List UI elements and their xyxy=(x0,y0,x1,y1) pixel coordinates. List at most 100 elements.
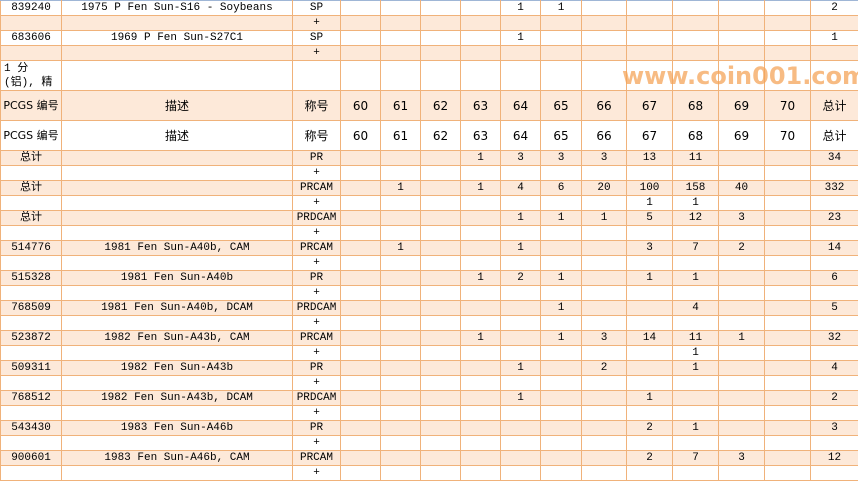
table-row: + xyxy=(0,45,858,61)
cell-grade-64: 1 xyxy=(500,360,541,376)
cell-grade-70 xyxy=(764,225,811,241)
cell-grade-61 xyxy=(380,195,421,211)
cell-pcgs-number: 总计 xyxy=(0,180,62,196)
cell-grade-63 xyxy=(460,60,501,91)
cell-grade-70 xyxy=(764,300,811,316)
cell-grade-66 xyxy=(581,435,627,451)
cell-pcgs-number: 768512 xyxy=(0,390,62,406)
cell-grade-62 xyxy=(420,45,461,61)
cell-grade-66 xyxy=(581,270,627,286)
cell-grade-69 xyxy=(718,420,765,436)
cell-grade-67 xyxy=(626,15,673,31)
cell-grade-61: 1 xyxy=(380,240,421,256)
cell-grade-64 xyxy=(500,345,541,361)
cell-grade-70 xyxy=(764,30,811,46)
cell-grade-68: 11 xyxy=(672,150,719,166)
cell-designation: SP xyxy=(292,0,341,16)
cell-grade-67 xyxy=(626,45,673,61)
cell-grade-67 xyxy=(626,255,673,271)
cell-grade-65 xyxy=(540,15,582,31)
cell-grade-60 xyxy=(340,285,381,301)
cell-designation: PR xyxy=(292,420,341,436)
cell-grade-61 xyxy=(380,405,421,421)
table-row: +1 1 xyxy=(0,195,858,211)
cell-grade-61: 61 xyxy=(380,90,421,121)
cell-grade-64 xyxy=(500,375,541,391)
cell-designation: + xyxy=(292,45,341,61)
cell-grade-61 xyxy=(380,345,421,361)
cell-grade-70 xyxy=(764,360,811,376)
cell-description xyxy=(61,45,293,61)
cell-grade-65 xyxy=(540,165,582,181)
cell-grade-66 xyxy=(581,15,627,31)
cell-grade-68 xyxy=(672,390,719,406)
cell-pcgs-number xyxy=(0,165,62,181)
cell-grade-65 xyxy=(540,60,582,91)
cell-pcgs-number xyxy=(0,285,62,301)
cell-description: 1981 Fen Sun-A40b, CAM xyxy=(61,240,293,256)
cell-designation: PRCAM xyxy=(292,330,341,346)
cell-total xyxy=(810,315,858,331)
cell-grade-63: 63 xyxy=(460,120,501,151)
cell-grade-66: 2 xyxy=(581,360,627,376)
table-row: + xyxy=(0,225,858,241)
cell-grade-65 xyxy=(540,360,582,376)
cell-grade-62 xyxy=(420,210,461,226)
cell-grade-69 xyxy=(718,30,765,46)
cell-designation: PRCAM xyxy=(292,450,341,466)
cell-total xyxy=(810,15,858,31)
cell-grade-69 xyxy=(718,255,765,271)
cell-grade-60 xyxy=(340,300,381,316)
cell-grade-69 xyxy=(718,150,765,166)
cell-grade-68: 4 xyxy=(672,300,719,316)
cell-grade-66: 66 xyxy=(581,120,627,151)
cell-grade-62 xyxy=(420,465,461,481)
cell-total: 2 xyxy=(810,390,858,406)
cell-grade-68 xyxy=(672,435,719,451)
cell-grade-68: 1 xyxy=(672,360,719,376)
cell-grade-64 xyxy=(500,255,541,271)
cell-pcgs-number xyxy=(0,15,62,31)
cell-grade-63: 1 xyxy=(460,270,501,286)
cell-description: 1969 P Fen Sun-S27C1 xyxy=(61,30,293,46)
cell-grade-61 xyxy=(380,165,421,181)
cell-grade-66 xyxy=(581,45,627,61)
cell-grade-63 xyxy=(460,360,501,376)
cell-grade-61 xyxy=(380,285,421,301)
cell-description: 1975 P Fen Sun-S16 - Soybeans xyxy=(61,0,293,16)
cell-grade-60 xyxy=(340,45,381,61)
cell-total: 34 xyxy=(810,150,858,166)
cell-description xyxy=(61,405,293,421)
cell-description: 1981 Fen Sun-A40b xyxy=(61,270,293,286)
cell-description xyxy=(61,195,293,211)
cell-grade-63 xyxy=(460,315,501,331)
cell-grade-67 xyxy=(626,435,673,451)
cell-designation: + xyxy=(292,285,341,301)
cell-grade-70 xyxy=(764,240,811,256)
cell-total: 2 xyxy=(810,0,858,16)
cell-grade-62: 62 xyxy=(420,120,461,151)
cell-grade-66 xyxy=(581,195,627,211)
cell-grade-68 xyxy=(672,405,719,421)
cell-grade-63: 1 xyxy=(460,180,501,196)
cell-grade-63 xyxy=(460,165,501,181)
cell-grade-66: 3 xyxy=(581,150,627,166)
cell-grade-62 xyxy=(420,270,461,286)
cell-grade-60 xyxy=(340,60,381,91)
cell-designation: PRCAM xyxy=(292,240,341,256)
cell-pcgs-number: 总计 xyxy=(0,150,62,166)
cell-grade-62 xyxy=(420,330,461,346)
cell-grade-61 xyxy=(380,390,421,406)
cell-grade-69 xyxy=(718,45,765,61)
cell-grade-62 xyxy=(420,225,461,241)
cell-description xyxy=(61,255,293,271)
cell-grade-70: 70 xyxy=(764,90,811,121)
cell-designation: + xyxy=(292,345,341,361)
cell-grade-65: 65 xyxy=(540,90,582,121)
cell-total xyxy=(810,285,858,301)
cell-grade-67: 13 xyxy=(626,150,673,166)
cell-grade-70 xyxy=(764,60,811,91)
cell-total xyxy=(810,375,858,391)
cell-grade-61 xyxy=(380,450,421,466)
cell-grade-62 xyxy=(420,315,461,331)
